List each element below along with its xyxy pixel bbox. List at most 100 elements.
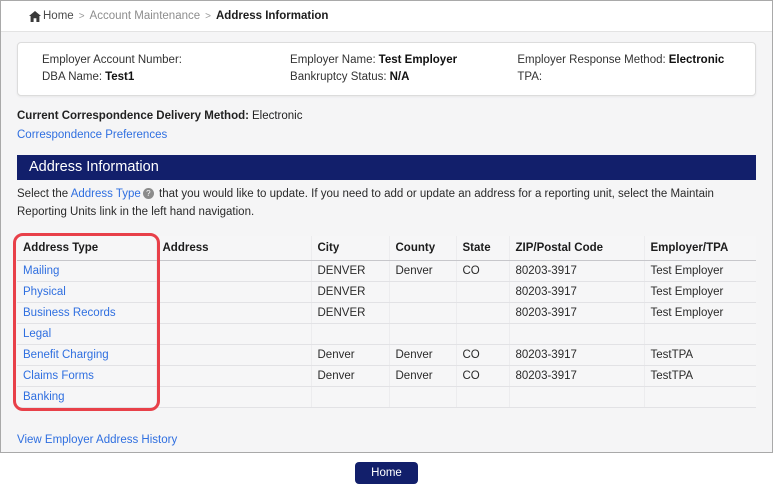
- table-cell: [311, 386, 390, 409]
- table-cell: Test Employer: [644, 281, 756, 304]
- employer-name-label: Employer Name:: [290, 54, 376, 66]
- main-content: Employer Account Number: DBA Name: Test1 …: [1, 32, 772, 484]
- table-cell: [644, 386, 756, 409]
- table-cell: [644, 323, 756, 346]
- intro-suffix: that you would like to update. If you ne…: [17, 188, 714, 218]
- table-row: Legal: [17, 323, 756, 346]
- table-cell: Physical: [17, 281, 157, 304]
- section-title: Address Information: [17, 155, 756, 180]
- home-button-row: Home: [17, 462, 756, 484]
- address-type-link[interactable]: Mailing: [23, 265, 60, 278]
- employer-info-column-1: Employer Account Number: DBA Name: Test1: [42, 54, 290, 83]
- column-header: County: [389, 235, 457, 262]
- employer-account-number-field: Employer Account Number:: [42, 54, 290, 66]
- table-cell: [389, 302, 457, 325]
- footer-area: View Employer Address History Home: [17, 430, 756, 484]
- table-cell: [311, 323, 390, 346]
- table-cell: [389, 281, 457, 304]
- table-cell: CO: [456, 344, 510, 367]
- table-cell: [156, 386, 312, 409]
- table-cell: [456, 302, 510, 325]
- address-type-help-link[interactable]: Address Type: [70, 188, 141, 200]
- table-row: Claims Forms Denver Denver CO 80203-3917 Test…: [17, 365, 756, 388]
- address-type-link[interactable]: Benefit Charging: [23, 349, 109, 362]
- table-cell: [156, 344, 312, 367]
- intro-prefix: Select the: [17, 188, 71, 200]
- table-cell: 80203-3917: [509, 365, 645, 388]
- table-cell: [156, 281, 312, 304]
- table-cell: Mailing: [17, 260, 157, 283]
- table-cell: Banking: [17, 386, 157, 409]
- bankruptcy-status-value: N/A: [389, 71, 410, 83]
- table-cell: Business Records: [17, 302, 157, 325]
- address-table: Address Type Address City County State ZIP/Po…: [17, 235, 756, 409]
- table-cell: [389, 323, 457, 346]
- address-type-link[interactable]: Claims Forms: [23, 370, 94, 383]
- table-cell: Legal: [17, 323, 157, 346]
- address-type-link[interactable]: Banking: [23, 391, 65, 404]
- breadcrumb-home-link[interactable]: Home: [29, 10, 74, 22]
- table-row: Physical DENVER 80203-3917 Test Employer: [17, 281, 756, 304]
- home-button[interactable]: Home: [355, 462, 418, 484]
- table-cell: Denver: [311, 344, 390, 367]
- address-table-body: Mailing DENVER Denver CO 80203-3917 Test Empl…: [17, 260, 756, 409]
- intro-text: Select the Address Type? that you would …: [17, 186, 756, 222]
- table-cell: Denver: [389, 344, 457, 367]
- employer-info-panel: Employer Account Number: DBA Name: Test1 …: [17, 42, 756, 96]
- correspondence-preferences-link[interactable]: Correspondence Preferences: [17, 129, 168, 141]
- employer-account-number-label: Employer Account Number:: [42, 54, 182, 66]
- bankruptcy-status-label: Bankruptcy Status:: [290, 71, 387, 83]
- home-icon: [29, 10, 41, 22]
- table-row: Mailing DENVER Denver CO 80203-3917 Test Empl…: [17, 260, 756, 283]
- breadcrumb-account-maintenance-link[interactable]: Account Maintenance: [89, 10, 201, 22]
- bankruptcy-status-field: Bankruptcy Status: N/A: [290, 71, 517, 83]
- table-cell: 80203-3917: [509, 344, 645, 367]
- table-cell: [156, 260, 312, 283]
- table-cell: [456, 281, 510, 304]
- help-icon[interactable]: ?: [142, 188, 154, 199]
- view-address-history-link[interactable]: View Employer Address History: [17, 434, 178, 447]
- table-cell: CO: [456, 260, 510, 283]
- employer-response-method-label: Employer Response Method:: [517, 54, 666, 66]
- employer-response-method-value: Electronic: [668, 54, 725, 66]
- table-cell: Claims Forms: [17, 365, 157, 388]
- address-type-link[interactable]: Legal: [23, 328, 52, 341]
- address-type-link[interactable]: Physical: [23, 286, 66, 299]
- table-cell: 80203-3917: [509, 260, 645, 283]
- breadcrumb-home-label: Home: [43, 10, 74, 22]
- table-cell: [456, 386, 510, 409]
- table-cell: DENVER: [311, 302, 390, 325]
- address-type-link[interactable]: Business Records: [23, 307, 116, 320]
- table-cell: Test Employer: [644, 302, 756, 325]
- tpa-field: TPA:: [517, 71, 731, 83]
- dba-name-label: DBA Name:: [42, 71, 103, 83]
- table-cell: [156, 302, 312, 325]
- table-cell: Denver: [311, 365, 390, 388]
- correspondence-delivery-method: Current Correspondence Delivery Method: E…: [17, 110, 756, 122]
- breadcrumb: Home > Account Maintenance > Address Inf…: [1, 1, 772, 32]
- employer-name-value: Test Employer: [378, 54, 458, 66]
- column-header: Employer/TPA: [644, 235, 756, 262]
- dba-name-field: DBA Name: Test1: [42, 71, 290, 83]
- table-cell: Test Employer: [644, 260, 756, 283]
- dba-name-value: Test1: [105, 71, 135, 83]
- employer-name-field: Employer Name: Test Employer: [290, 54, 517, 66]
- column-header: Address: [156, 235, 312, 262]
- table-cell: TestTPA: [644, 365, 756, 388]
- table-cell: [509, 323, 645, 346]
- employer-info-column-3: Employer Response Method: Electronic TPA:: [517, 54, 731, 83]
- table-cell: [509, 386, 645, 409]
- correspondence-delivery-method-value: Electronic: [251, 110, 303, 122]
- column-header: State: [456, 235, 510, 262]
- table-cell: [156, 365, 312, 388]
- table-cell: TestTPA: [644, 344, 756, 367]
- table-header-row: Address Type Address City County State ZIP/Po…: [17, 235, 756, 262]
- table-cell: DENVER: [311, 281, 390, 304]
- employer-response-method-field: Employer Response Method: Electronic: [517, 54, 731, 66]
- table-row: Business Records DENVER 80203-3917 Test Emp…: [17, 302, 756, 325]
- column-header: ZIP/Postal Code: [509, 235, 645, 262]
- table-cell: DENVER: [311, 260, 390, 283]
- employer-info-column-2: Employer Name: Test Employer Bankruptcy S…: [290, 54, 517, 83]
- breadcrumb-current-page: Address Information: [215, 10, 329, 22]
- table-cell: [389, 386, 457, 409]
